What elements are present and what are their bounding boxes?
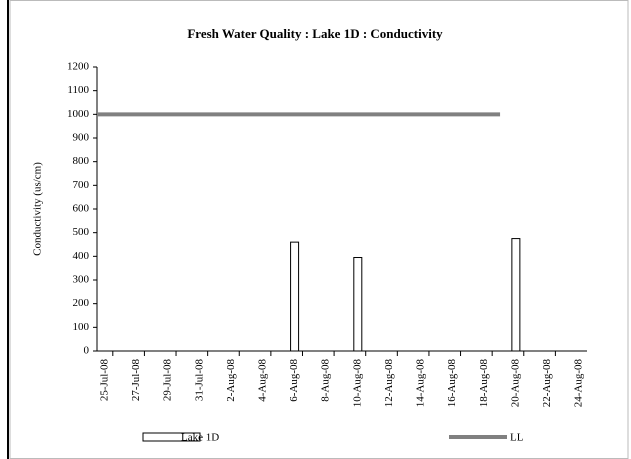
x-tick-label: 29-Jul-08 xyxy=(162,359,174,402)
legend-label: Lake 1D xyxy=(181,432,219,444)
y-tick-label: 1200 xyxy=(67,61,90,73)
x-tick-label: 24-Aug-08 xyxy=(573,359,585,408)
x-tick-label: 6-Aug-08 xyxy=(288,359,300,402)
y-tick-label: 1000 xyxy=(67,108,90,120)
x-tick-label: 25-Jul-08 xyxy=(98,359,110,402)
y-tick-label: 600 xyxy=(73,203,90,215)
y-tick-label: 1100 xyxy=(67,84,89,96)
bar xyxy=(290,241,300,352)
x-tick-label: 27-Jul-08 xyxy=(130,359,142,402)
y-tick-label: 400 xyxy=(73,250,90,262)
y-tick-label: 800 xyxy=(73,155,90,167)
x-tick-label: 22-Aug-08 xyxy=(541,359,553,408)
y-tick-label: 0 xyxy=(84,345,90,357)
x-tick-label: 10-Aug-08 xyxy=(351,359,363,408)
y-tick-label: 500 xyxy=(73,226,90,238)
legend-swatch xyxy=(142,432,201,442)
x-tick-label: 18-Aug-08 xyxy=(478,359,490,408)
y-tick-label: 200 xyxy=(73,297,90,309)
x-tick-label: 14-Aug-08 xyxy=(415,359,427,408)
x-tick-label: 12-Aug-08 xyxy=(383,359,395,408)
x-tick-label: 16-Aug-08 xyxy=(446,359,458,408)
x-tick-label: 20-Aug-08 xyxy=(509,359,521,408)
y-axis-label: Conductivity (us/cm) xyxy=(32,162,44,256)
chart-title: Fresh Water Quality : Lake 1D : Conducti… xyxy=(187,26,443,41)
legend-label: LL xyxy=(510,432,524,444)
y-tick-label: 700 xyxy=(73,179,90,191)
x-tick-label: 31-Jul-08 xyxy=(193,359,205,402)
x-tick-label: 8-Aug-08 xyxy=(320,359,332,402)
y-tick-label: 100 xyxy=(73,321,90,333)
y-tick-label: 900 xyxy=(73,132,90,144)
bar xyxy=(511,238,521,352)
x-tick-label: 2-Aug-08 xyxy=(225,359,237,402)
y-tick-label: 300 xyxy=(73,274,90,286)
x-tick-label: 4-Aug-08 xyxy=(256,359,268,402)
bar xyxy=(353,257,363,352)
